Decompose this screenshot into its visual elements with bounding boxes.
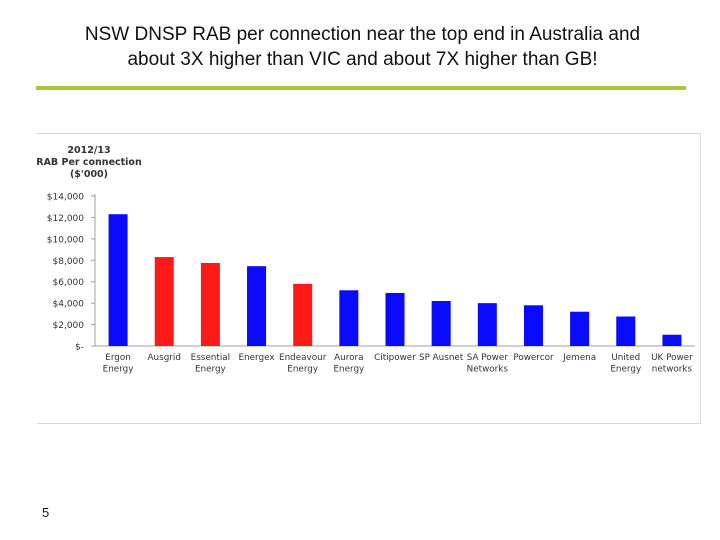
bar-chart: 2012/13 RAB Per connection ($'000) $- $2,000… xyxy=(37,133,701,424)
x-tick-label: Energy xyxy=(333,365,364,375)
x-tick-label: Powercor xyxy=(513,353,554,363)
x-tick-label: Citipower xyxy=(374,353,416,363)
bar xyxy=(616,316,636,346)
y-tick-label: $8,000 xyxy=(53,257,85,267)
x-tick-label: United xyxy=(611,353,640,363)
y-tick-label: $- xyxy=(75,343,84,353)
x-tick-label: Aurora xyxy=(334,353,363,363)
x-tick-label: Ausgrid xyxy=(148,353,181,363)
y-axis-title-line: 2012/13 xyxy=(67,145,110,156)
bar xyxy=(339,290,359,346)
x-tick-label: Essential xyxy=(191,353,230,363)
bar xyxy=(154,257,174,346)
x-tick-label: Networks xyxy=(467,365,509,375)
bar xyxy=(477,303,497,346)
y-axis-title-line: RAB Per connection xyxy=(37,157,142,168)
x-tick-label: UK Power xyxy=(651,353,693,363)
accent-rule xyxy=(36,86,686,90)
x-tick-label: networks xyxy=(652,365,693,375)
bar xyxy=(108,214,128,346)
y-tick-label: $10,000 xyxy=(47,235,84,245)
x-tick-label: Jemena xyxy=(562,353,596,363)
bar xyxy=(200,262,220,346)
slide-title-line-2: about 3X higher than VIC and about 7X hi… xyxy=(127,49,598,70)
x-tick-label: SP Ausnet xyxy=(419,353,464,363)
slide-title: NSW DNSP RAB per connection near the top… xyxy=(40,22,685,72)
y-tick-label: $6,000 xyxy=(53,278,85,288)
bar xyxy=(662,334,682,346)
x-tick-label: Energy xyxy=(103,365,134,375)
x-tick-label: Energex xyxy=(239,353,275,363)
x-tick-label: Energy xyxy=(610,365,641,375)
y-tick-label: $4,000 xyxy=(53,300,85,310)
x-tick-label: Energy xyxy=(287,365,318,375)
x-tick-label: Energy xyxy=(195,365,226,375)
bar xyxy=(293,283,313,346)
y-axis-title-line: ($'000) xyxy=(70,169,108,180)
y-tick-label: $2,000 xyxy=(53,321,85,331)
x-tick-label: SA Power xyxy=(467,353,509,363)
bar xyxy=(385,292,405,346)
y-tick-label: $14,000 xyxy=(47,193,84,203)
page-number: 5 xyxy=(42,505,50,520)
x-tick-label: Endeavour xyxy=(279,353,327,363)
bar xyxy=(570,311,590,346)
bar xyxy=(431,301,451,346)
slide-title-line-1: NSW DNSP RAB per connection near the top… xyxy=(84,24,641,45)
x-tick-label: Ergon xyxy=(105,353,131,363)
bar xyxy=(247,266,267,346)
bar xyxy=(523,305,543,346)
y-tick-label: $12,000 xyxy=(47,214,84,224)
